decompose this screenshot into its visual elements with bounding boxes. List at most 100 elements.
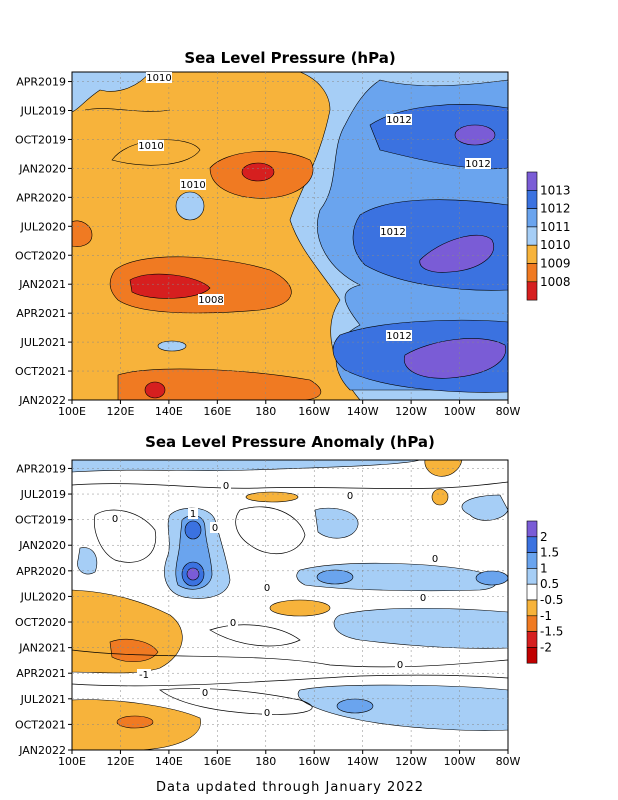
svg-text:0: 0 (202, 688, 208, 699)
svg-text:1: 1 (190, 509, 196, 520)
y-tick-label: OCT2021 (15, 718, 66, 731)
y-tick-label: JUL2019 (20, 488, 66, 501)
bottom-contour-label: 1 (188, 508, 198, 520)
svg-text:1010: 1010 (146, 73, 171, 84)
top-contour-label: 1010 (146, 72, 172, 84)
x-tick-label: 120E (106, 755, 134, 768)
top-contour-label: 1008 (198, 294, 224, 306)
colorbar-swatch (526, 208, 538, 228)
x-tick-label: 160W (298, 405, 330, 418)
bottom-contour-label: 0 (418, 592, 428, 604)
svg-text:0: 0 (230, 618, 236, 629)
top-region-1013-b (419, 234, 494, 273)
bot-zero-contour-7 (209, 624, 301, 647)
bot-pos-patch-2 (431, 488, 449, 506)
x-tick-label: 100W (444, 405, 476, 418)
y-tick-label: OCT2020 (15, 249, 66, 262)
top-region-1009-d (72, 220, 93, 247)
y-tick-label: JUL2021 (20, 693, 66, 706)
svg-text:0: 0 (432, 554, 438, 565)
bottom-axis-ticks: 100E 120E 140E 160E 180 160W 140W 120W 100W 80W AP… (15, 462, 521, 768)
top-contour-labels: 1010 1012 1010 1012 1010 1012 1008 1012 (138, 72, 491, 342)
bot-neg-band-core (316, 569, 354, 585)
bot-zero-contour-4 (72, 649, 508, 668)
bottom-contour-label: 0 (262, 582, 272, 594)
x-tick-label: 160E (203, 755, 231, 768)
bottom-contour-label: 0 (110, 513, 120, 525)
colorbar-swatch (526, 263, 538, 283)
top-region-1013-a (454, 124, 496, 146)
top-contour-label: 1012 (386, 330, 412, 342)
svg-text:0: 0 (112, 514, 118, 525)
y-tick-label: OCT2019 (15, 514, 66, 527)
y-tick-label: JUL2019 (20, 105, 66, 118)
bottom-contour-label: 0 (228, 617, 238, 629)
colorbar-label: 1.5 (540, 546, 559, 560)
svg-text:0: 0 (420, 593, 426, 604)
colorbar-label: 1009 (540, 257, 571, 271)
bot-neg-patch-2 (461, 494, 508, 521)
svg-text:1012: 1012 (465, 159, 490, 170)
colorbar-swatch (526, 647, 538, 664)
y-tick-label: OCT2020 (15, 616, 66, 629)
svg-text:0: 0 (212, 523, 218, 534)
bottom-contour-label: 0 (262, 707, 272, 719)
bottom-contour-label: 0 (345, 490, 355, 502)
bot-neg-band-3 (297, 684, 508, 731)
footer-note: Data updated through January 2022 (156, 780, 424, 795)
bottom-contour-label: 0 (395, 659, 405, 671)
y-tick-label: APR2021 (16, 307, 66, 320)
bot-pos-patch-3 (269, 599, 331, 617)
bottom-contour-label: 0 (221, 480, 231, 492)
top-contour-label: 1010 (180, 179, 206, 191)
colorbar-swatch (526, 615, 538, 632)
bot-zero-contour-3 (235, 506, 306, 554)
colorbar-label: -1 (540, 609, 552, 623)
colorbar-label: -1.5 (540, 625, 563, 639)
x-tick-label: 80W (496, 755, 521, 768)
bottom-contour-label: -1 (137, 669, 151, 681)
bottom-colorbar: 2 1.51 0.5 -0.5 -1 -1.5-2 (526, 520, 563, 664)
top-contour-2 (84, 108, 171, 112)
x-tick-label: 120E (106, 405, 134, 418)
top-region-1008-c (144, 381, 166, 399)
bot-neg-band-2 (333, 607, 508, 649)
y-tick-label: OCT2019 (15, 133, 66, 146)
x-tick-label: 120W (395, 405, 427, 418)
x-tick-label: 140E (155, 755, 183, 768)
bottom-chart-field (72, 460, 508, 750)
y-tick-label: JAN2020 (18, 162, 66, 175)
colorbar-label: 2 (540, 530, 548, 544)
bottom-contour-label: 0 (200, 687, 210, 699)
y-tick-label: APR2020 (16, 191, 66, 204)
bot-zero-contour-2 (94, 509, 157, 563)
x-tick-label: 160E (203, 405, 231, 418)
svg-text:1012: 1012 (386, 115, 411, 126)
colorbar-label: 1012 (540, 202, 571, 216)
svg-text:0: 0 (264, 708, 270, 719)
y-tick-label: JAN2022 (18, 394, 66, 407)
colorbar-swatch (526, 190, 538, 209)
x-tick-label: 140E (155, 405, 183, 418)
colorbar-swatch (526, 244, 538, 264)
colorbar-label: 1010 (540, 238, 571, 252)
colorbar-label: 1 (540, 561, 548, 575)
svg-text:0: 0 (223, 481, 229, 492)
colorbar-label: 1011 (540, 220, 571, 234)
x-tick-label: 100W (444, 755, 476, 768)
colorbar-swatch (526, 599, 538, 617)
colorbar-label: 0.5 (540, 577, 559, 591)
top-region-1013-c (403, 338, 507, 379)
colorbar-swatch (526, 583, 538, 601)
top-region-1008-a (241, 162, 275, 182)
svg-text:0: 0 (347, 491, 353, 502)
y-tick-label: JAN2022 (18, 744, 66, 757)
y-tick-label: APR2019 (16, 76, 66, 89)
colorbar-swatch (526, 536, 538, 553)
bottom-plot-frame (71, 459, 509, 751)
top-patch-left-2 (175, 191, 205, 221)
bot-neg-band-1 (296, 562, 497, 592)
y-tick-label: JUL2020 (20, 220, 66, 233)
y-tick-label: APR2020 (16, 565, 66, 578)
